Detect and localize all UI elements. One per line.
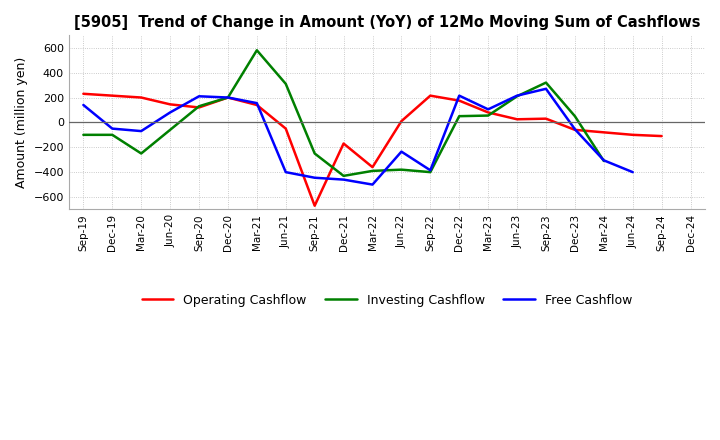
Free Cashflow [570, 127, 579, 132]
Operating Cashflow [79, 91, 88, 96]
Y-axis label: Amount (million yen): Amount (million yen) [15, 57, 28, 188]
Free Cashflow [166, 110, 174, 115]
Investing Cashflow [484, 113, 492, 118]
Free Cashflow [339, 177, 348, 182]
Investing Cashflow [194, 103, 203, 109]
Free Cashflow [194, 94, 203, 99]
Operating Cashflow [570, 127, 579, 132]
Investing Cashflow [541, 80, 550, 85]
Investing Cashflow [108, 132, 117, 137]
Free Cashflow [79, 103, 88, 108]
Operating Cashflow [513, 117, 521, 122]
Investing Cashflow [282, 81, 290, 87]
Operating Cashflow [253, 103, 261, 108]
Line: Free Cashflow: Free Cashflow [84, 89, 633, 184]
Operating Cashflow [426, 93, 435, 98]
Operating Cashflow [310, 203, 319, 209]
Operating Cashflow [137, 95, 145, 100]
Operating Cashflow [108, 93, 117, 98]
Operating Cashflow [397, 118, 406, 124]
Operating Cashflow [224, 95, 233, 100]
Free Cashflow [426, 168, 435, 173]
Investing Cashflow [310, 151, 319, 156]
Operating Cashflow [282, 126, 290, 131]
Investing Cashflow [137, 151, 145, 156]
Investing Cashflow [253, 48, 261, 53]
Title: [5905]  Trend of Change in Amount (YoY) of 12Mo Moving Sum of Cashflows: [5905] Trend of Change in Amount (YoY) o… [73, 15, 701, 30]
Free Cashflow [253, 100, 261, 106]
Investing Cashflow [224, 95, 233, 100]
Operating Cashflow [484, 110, 492, 115]
Free Cashflow [455, 93, 464, 98]
Free Cashflow [513, 93, 521, 98]
Line: Operating Cashflow: Operating Cashflow [84, 94, 662, 206]
Investing Cashflow [570, 114, 579, 119]
Legend: Operating Cashflow, Investing Cashflow, Free Cashflow: Operating Cashflow, Investing Cashflow, … [137, 289, 637, 312]
Investing Cashflow [426, 169, 435, 175]
Line: Investing Cashflow: Investing Cashflow [84, 50, 604, 176]
Free Cashflow [541, 86, 550, 92]
Operating Cashflow [194, 105, 203, 110]
Free Cashflow [108, 126, 117, 131]
Investing Cashflow [397, 167, 406, 172]
Operating Cashflow [455, 98, 464, 103]
Free Cashflow [397, 149, 406, 154]
Free Cashflow [224, 95, 233, 100]
Investing Cashflow [513, 94, 521, 99]
Free Cashflow [282, 169, 290, 175]
Free Cashflow [600, 158, 608, 163]
Operating Cashflow [600, 130, 608, 135]
Operating Cashflow [541, 116, 550, 121]
Investing Cashflow [600, 158, 608, 164]
Operating Cashflow [339, 141, 348, 146]
Investing Cashflow [455, 114, 464, 119]
Operating Cashflow [166, 102, 174, 107]
Investing Cashflow [166, 127, 174, 132]
Investing Cashflow [339, 173, 348, 179]
Free Cashflow [368, 182, 377, 187]
Operating Cashflow [657, 133, 666, 139]
Investing Cashflow [79, 132, 88, 137]
Free Cashflow [484, 106, 492, 112]
Investing Cashflow [368, 168, 377, 173]
Operating Cashflow [368, 165, 377, 170]
Free Cashflow [629, 169, 637, 175]
Operating Cashflow [629, 132, 637, 137]
Free Cashflow [310, 175, 319, 180]
Free Cashflow [137, 128, 145, 134]
